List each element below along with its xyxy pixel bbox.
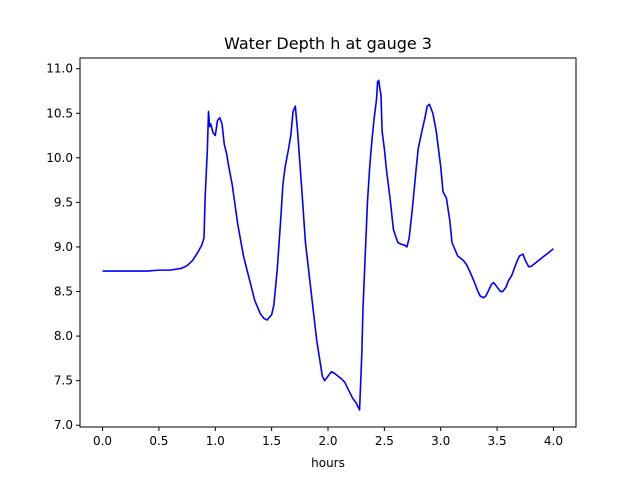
chart-title: Water Depth h at gauge 3: [224, 34, 432, 53]
x-tick-label: 0.0: [93, 434, 112, 448]
x-tick-label: 1.0: [206, 434, 225, 448]
x-tick-label: 2.0: [318, 434, 337, 448]
series-line: [102, 79, 554, 411]
y-tick-label: 9.5: [54, 195, 73, 209]
y-tick-label: 10.0: [46, 151, 73, 165]
y-tick-label: 7.5: [54, 374, 73, 388]
y-axis-ticks: 7.0 7.5 8.0 8.5 9.0 9.5 10.0 10.5 11.0: [46, 62, 80, 432]
axes-frame: [79, 57, 577, 428]
x-tick-label: 3.5: [488, 434, 507, 448]
x-tick-label: 4.0: [544, 434, 563, 448]
y-tick-label: 8.5: [54, 285, 73, 299]
y-tick-label: 7.0: [54, 418, 73, 432]
x-axis-label: hours: [311, 456, 345, 470]
x-tick-label: 3.0: [431, 434, 450, 448]
x-tick-label: 1.5: [262, 434, 281, 448]
y-tick-label: 10.5: [46, 106, 73, 120]
x-tick-label: 2.5: [375, 434, 394, 448]
y-tick-label: 11.0: [46, 62, 73, 76]
y-tick-label: 9.0: [54, 240, 73, 254]
y-tick-label: 8.0: [54, 329, 73, 343]
x-tick-label: 0.5: [149, 434, 168, 448]
x-axis-ticks: 0.0 0.5 1.0 1.5 2.0 2.5 3.0 3.5 4.0: [93, 427, 563, 448]
plot-area: [102, 79, 554, 411]
